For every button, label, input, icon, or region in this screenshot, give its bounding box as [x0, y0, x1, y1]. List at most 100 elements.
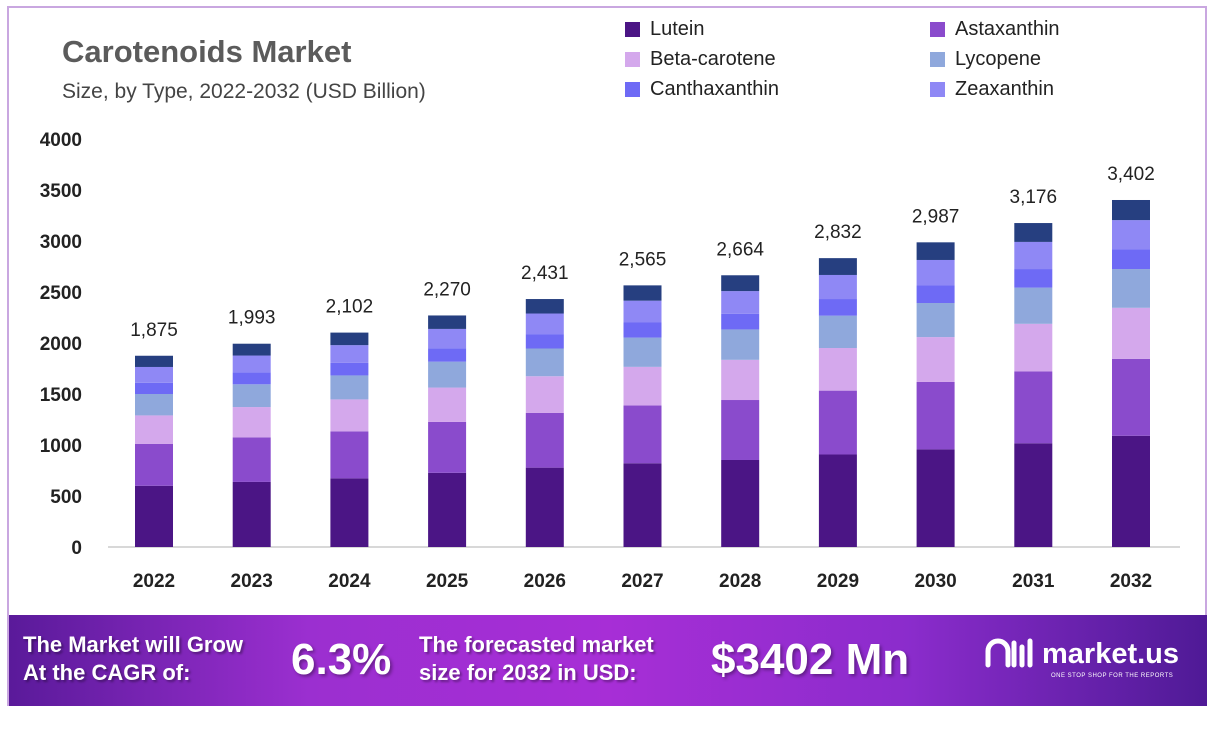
- bar-segment-astaxanthin: [330, 431, 369, 479]
- legend-item: Lycopene: [930, 48, 1041, 71]
- x-tick-label: 2023: [231, 571, 273, 592]
- total-data-label: 2,565: [619, 249, 667, 270]
- total-data-label: 1,875: [130, 320, 178, 341]
- legend-item: Lutein: [625, 18, 705, 41]
- bar-segment-zeaxanthin: [525, 313, 564, 335]
- bar-segment-canthaxanthin: [1014, 269, 1053, 288]
- y-tick-label: 2000: [40, 334, 82, 355]
- bar-segment-lutein: [916, 449, 955, 547]
- bar-segment-zeaxanthin: [818, 274, 857, 300]
- bar-segment-other: [135, 355, 173, 367]
- bar-segment-canthaxanthin: [428, 348, 467, 362]
- bar-segment-lycopene: [1014, 287, 1053, 324]
- total-data-label: 2,664: [716, 239, 764, 260]
- y-tick-label: 1500: [40, 385, 82, 406]
- bar-segment-astaxanthin: [135, 443, 173, 486]
- chart-title: Carotenoids Market: [62, 34, 352, 69]
- logo-icon: [985, 638, 1033, 668]
- legend-swatch: [625, 52, 640, 67]
- bar-segment-astaxanthin: [916, 381, 955, 450]
- bar-segment-beta-carotene: [818, 347, 857, 391]
- bar-segment-beta-carotene: [916, 337, 955, 382]
- bar-segment-astaxanthin: [428, 421, 467, 473]
- bar-segment-other: [1112, 199, 1150, 221]
- bar-segment-canthaxanthin: [525, 334, 564, 349]
- forecast-value: $3402 Mn: [711, 635, 910, 684]
- bar-segment-lutein: [525, 467, 564, 547]
- bar-segment-beta-carotene: [135, 415, 173, 444]
- bar-segment-astaxanthin: [525, 412, 564, 468]
- bar-segment-lutein: [1014, 443, 1053, 547]
- bar-segment-beta-carotene: [623, 366, 662, 406]
- total-data-label: 1,993: [228, 308, 276, 329]
- bar-segment-zeaxanthin: [330, 345, 369, 363]
- bar-segment-other: [1014, 223, 1053, 242]
- bar-segment-zeaxanthin: [623, 300, 662, 323]
- bar-segment-beta-carotene: [232, 407, 271, 438]
- bar-segment-zeaxanthin: [916, 259, 955, 286]
- bar-segment-canthaxanthin: [330, 362, 369, 376]
- legend-item: Beta-carotene: [625, 48, 776, 71]
- bar-segment-other: [916, 242, 955, 260]
- legend-swatch: [930, 82, 945, 97]
- bar-segment-canthaxanthin: [135, 382, 173, 394]
- cagr-value: 6.3%: [291, 635, 392, 684]
- bar-segment-lycopene: [232, 384, 271, 408]
- bar-segment-canthaxanthin: [721, 313, 760, 330]
- x-tick-label: 2022: [133, 571, 175, 592]
- bar-segment-lycopene: [916, 303, 955, 338]
- legend-swatch: [625, 22, 640, 37]
- x-tick-label: 2025: [426, 571, 469, 592]
- forecast-label-line2: size for 2032 in USD:: [419, 660, 637, 685]
- legend-item: Astaxanthin: [930, 18, 1060, 41]
- bar-segment-other: [525, 299, 564, 314]
- market-us-logo: market.us: [984, 637, 1179, 671]
- x-tick-label: 2024: [328, 571, 371, 592]
- bar-segment-zeaxanthin: [1112, 220, 1150, 250]
- bar-segment-zeaxanthin: [1014, 241, 1053, 270]
- legend-swatch: [930, 22, 945, 37]
- bar-segment-beta-carotene: [525, 376, 564, 413]
- bar-segment-beta-carotene: [721, 359, 760, 401]
- cagr-label-line1: The Market will Grow: [23, 632, 244, 657]
- cagr-label: The Market will Grow At the CAGR of:: [23, 631, 243, 687]
- bar-segment-lycopene: [623, 337, 662, 367]
- bar-segment-lutein: [135, 485, 173, 547]
- bar-segment-beta-carotene: [1112, 307, 1150, 359]
- bar-segment-lycopene: [818, 315, 857, 348]
- bar-segment-zeaxanthin: [232, 355, 271, 373]
- bar-segment-astaxanthin: [1014, 371, 1053, 444]
- x-tick-label: 2032: [1110, 571, 1152, 592]
- legend-item: Zeaxanthin: [930, 78, 1054, 101]
- bar-segment-astaxanthin: [232, 437, 271, 482]
- x-tick-label: 2031: [1012, 571, 1055, 592]
- y-tick-label: 500: [50, 487, 82, 508]
- y-tick-label: 3000: [40, 232, 82, 253]
- bar-segment-lutein: [623, 463, 662, 547]
- bar-segment-other: [232, 343, 271, 356]
- y-tick-label: 2500: [40, 283, 82, 304]
- total-data-label: 3,176: [1010, 187, 1058, 208]
- bar-segment-canthaxanthin: [916, 285, 955, 304]
- x-tick-label: 2029: [817, 571, 859, 592]
- forecast-label: The forecasted market size for 2032 in US…: [419, 631, 654, 687]
- bar-segment-astaxanthin: [623, 405, 662, 464]
- total-data-label: 2,832: [814, 222, 862, 243]
- legend-label: Canthaxanthin: [650, 78, 779, 100]
- legend-label: Beta-carotene: [650, 48, 776, 70]
- y-tick-label: 1000: [40, 436, 82, 457]
- legend-label: Lycopene: [955, 48, 1041, 70]
- total-data-label: 2,431: [521, 263, 569, 284]
- x-tick-label: 2026: [524, 571, 566, 592]
- legend-swatch: [625, 82, 640, 97]
- total-data-label: 2,102: [326, 297, 374, 318]
- bar-segment-lycopene: [1112, 269, 1150, 308]
- chart-subtitle: Size, by Type, 2022-2032 (USD Billion): [62, 80, 426, 103]
- legend-label: Zeaxanthin: [955, 78, 1054, 100]
- bar-segment-other: [721, 275, 760, 292]
- bar-segment-canthaxanthin: [1112, 249, 1150, 270]
- bar-segment-beta-carotene: [330, 399, 369, 432]
- bar-segment-lutein: [1112, 435, 1150, 547]
- summary-banner: The Market will Grow At the CAGR of: 6.3%…: [9, 615, 1207, 706]
